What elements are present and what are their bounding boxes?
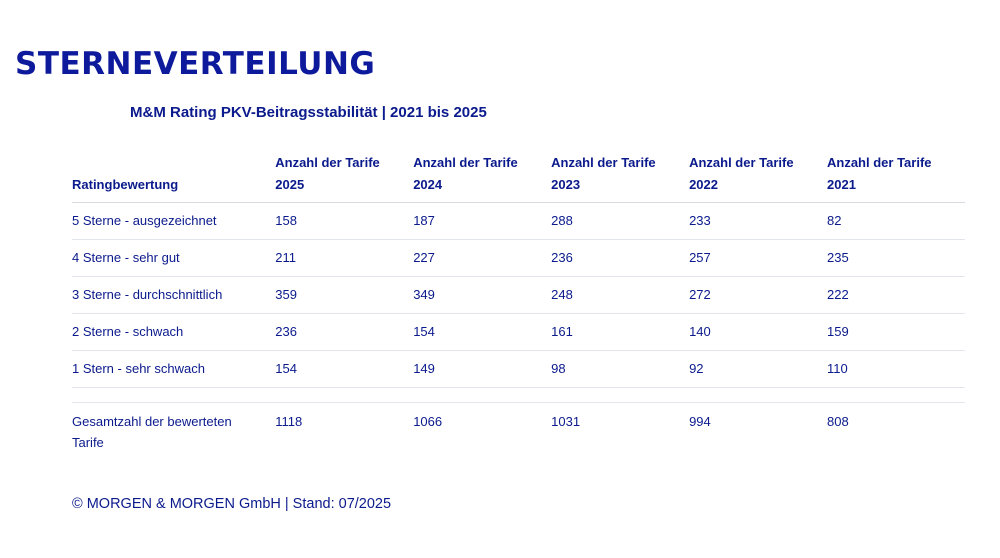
value-cell: 236 (275, 313, 414, 351)
value-cell: 222 (827, 276, 965, 314)
rating-label: 2 Sterne - schwach (72, 313, 276, 351)
rating-label: 5 Sterne - ausgezeichnet (72, 202, 276, 240)
value-cell: 154 (413, 313, 552, 351)
rating-label: 1 Stern - sehr schwach (72, 350, 276, 388)
header-year-2024: Anzahl der Tarife 2024 (413, 148, 552, 203)
header-year-2021: Anzahl der Tarife 2021 (827, 148, 965, 203)
table-header-row: Ratingbewertung Anzahl der Tarife 2025 A… (72, 148, 965, 203)
value-cell: 248 (551, 276, 690, 314)
header-line1: Anzahl der Tarife (551, 155, 656, 170)
header-line2: 2024 (413, 177, 443, 192)
value-cell: 211 (275, 239, 414, 277)
header-line1: Anzahl der Tarife (413, 155, 518, 170)
header-line1: Anzahl der Tarife (827, 155, 932, 170)
value-cell: 98 (551, 350, 690, 388)
value-cell: 257 (689, 239, 827, 277)
value-cell: 233 (689, 202, 827, 240)
spacer-cell (72, 387, 965, 403)
total-value: 808 (827, 414, 849, 429)
header-line2: 2023 (551, 177, 581, 192)
table-row: 3 Sterne - durchschnittlich 359 349 248 … (72, 276, 965, 314)
value-cell: 359 (275, 276, 414, 314)
header-line2: Ratingbewertung (72, 177, 179, 192)
table-subtitle: M&M Rating PKV-Beitragsstabilität | 2021… (130, 104, 487, 121)
value-cell: 235 (827, 239, 965, 277)
value-cell: 159 (827, 313, 965, 351)
value-cell: 92 (689, 350, 827, 388)
rating-distribution-table: Ratingbewertung Anzahl der Tarife 2025 A… (72, 148, 965, 453)
total-value: 1066 (413, 414, 443, 429)
value-cell: 154 (275, 350, 414, 388)
table-row: 2 Sterne - schwach 236 154 161 140 159 (72, 313, 965, 351)
total-label: Gesamtzahl der bewerteten Tarife (72, 414, 232, 450)
value-cell: 227 (413, 239, 552, 277)
value-cell: 161 (551, 313, 690, 351)
total-value: 1118 (275, 414, 303, 429)
table-row: 5 Sterne - ausgezeichnet 158 187 288 233… (72, 202, 965, 240)
page-title: STERNEVERTEILUNG (15, 46, 376, 82)
value-cell: 140 (689, 313, 827, 351)
rating-label: 3 Sterne - durchschnittlich (72, 276, 276, 314)
copyright-footer: © MORGEN & MORGEN GmbH | Stand: 07/2025 (72, 496, 392, 512)
value-cell: 158 (275, 202, 414, 240)
header-line2: 2021 (827, 177, 856, 192)
spacer-row (72, 387, 965, 403)
table-row: 4 Sterne - sehr gut 211 227 236 257 235 (72, 239, 965, 277)
value-cell: 288 (551, 202, 690, 240)
value-cell: 187 (413, 202, 552, 240)
header-year-2025: Anzahl der Tarife 2025 (275, 148, 414, 203)
value-cell: 272 (689, 276, 827, 314)
header-line1: Anzahl der Tarife (275, 155, 380, 170)
total-row: Gesamtzahl der bewerteten Tarife 1118 10… (72, 403, 965, 454)
value-cell: 110 (827, 350, 965, 388)
total-value: 994 (689, 414, 711, 429)
total-label-cell: Gesamtzahl der bewerteten Tarife (72, 403, 275, 454)
header-line1: Anzahl der Tarife (689, 155, 794, 170)
header-rating: Ratingbewertung (72, 148, 276, 203)
value-cell: 236 (551, 239, 690, 277)
total-value: 1031 (551, 414, 581, 429)
value-cell: 149 (413, 350, 552, 388)
header-year-2023: Anzahl der Tarife 2023 (551, 148, 690, 203)
rating-label: 4 Sterne - sehr gut (72, 239, 276, 277)
table-row: 1 Stern - sehr schwach 154 149 98 92 110 (72, 350, 965, 388)
header-line2: 2022 (689, 177, 718, 192)
header-year-2022: Anzahl der Tarife 2022 (689, 148, 827, 203)
value-cell: 82 (827, 202, 965, 240)
header-line2: 2025 (275, 177, 305, 192)
value-cell: 349 (413, 276, 552, 314)
